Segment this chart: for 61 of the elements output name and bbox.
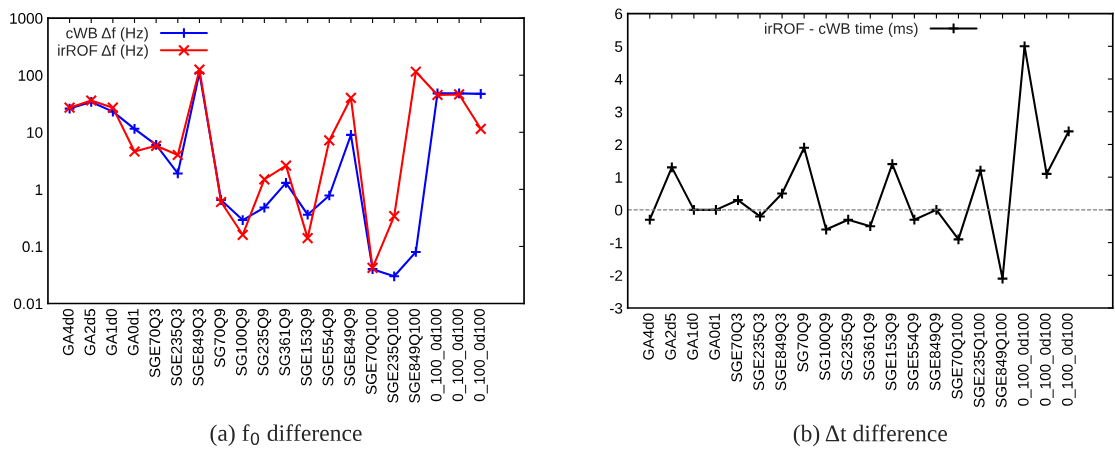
x-tick-label: SG70Q9 [797, 313, 811, 372]
text: (b) Δt difference [793, 424, 947, 447]
y-tick-label: 100 [18, 70, 43, 81]
y-tick-label: -3 [609, 302, 623, 314]
x-tick-label: SGE554Q9 [322, 309, 337, 386]
x-tick-label: SGE235Q3 [171, 309, 185, 386]
y-tick-label: 6 [615, 8, 623, 20]
x-tick-label: SGE70Q3 [149, 309, 163, 378]
x-tick-label: 0_100_0d100 [1061, 313, 1076, 406]
legend-label: cWB Δf (Hz) [66, 27, 148, 42]
x-tick-label: 0_100_0d100 [1017, 313, 1032, 406]
x-tick-label: 0_100_0d100 [1039, 313, 1054, 406]
x-tick-label: 0_100_0d100 [430, 308, 445, 402]
x-tick-label: SG361Q9 [863, 313, 878, 381]
x-tick-label: SGE153Q9 [300, 309, 315, 386]
x-tick-label: GA1d0 [686, 313, 698, 360]
x-tick-label: SGE70Q100 [365, 308, 380, 395]
x-tick-label: GA2d5 [664, 313, 676, 360]
x-tick-label: 0_100_0d100 [452, 308, 467, 402]
x-tick-label: SGE235Q100 [973, 313, 988, 408]
legend-label: irROF - cWB time (ms) [765, 22, 918, 37]
x-tick-label: SGE849Q100 [409, 308, 423, 403]
x-tick-label: GA4d0 [642, 313, 654, 360]
x-tick-label: SGE153Q9 [885, 313, 900, 391]
x-tick-label: SGE554Q9 [907, 313, 922, 391]
x-tick-label: SG361Q9 [279, 309, 293, 376]
x-tick-label: GA2d5 [84, 309, 96, 356]
x-tick-label: SGE235Q3 [753, 313, 767, 391]
x-tick-label: GA0d1 [708, 313, 721, 360]
x-tick-label: SGE849Q9 [344, 309, 358, 386]
x-tick-label: GA1d0 [105, 308, 117, 356]
x-tick-label: SG100Q9 [236, 309, 250, 376]
x-tick-label: SGE849Q3 [775, 313, 789, 391]
x-tick-label: SGE849Q9 [929, 313, 944, 391]
y-tick-label: 4 [614, 74, 623, 85]
x-tick-label: SG70Q9 [214, 309, 228, 368]
y-tick-label: -1 [609, 237, 623, 249]
y-tick-label: 3 [614, 106, 623, 118]
x-tick-label: SGE849Q3 [192, 309, 207, 386]
x-tick-label: GA4d0 [62, 308, 74, 356]
x-tick-label: SGE70Q100 [951, 313, 966, 399]
y-tick-label: 0.1 [22, 241, 43, 253]
y-tick-label: 1000 [10, 12, 43, 24]
y-tick-label: 2 [615, 139, 623, 150]
x-tick-label: SG235Q9 [841, 313, 856, 381]
x-tick-label: SGE235Q100 [387, 308, 402, 403]
y-tick-label: 1 [35, 184, 43, 195]
x-tick-label: SG235Q9 [257, 309, 272, 376]
text: (a) f$_{0}$ difference [210, 424, 362, 446]
x-tick-label: SGE70Q3 [731, 313, 745, 382]
y-tick-label: 0.01 [13, 298, 43, 310]
y-tick-label: 0 [614, 204, 623, 216]
y-tick-label: -2 [609, 270, 623, 281]
legend-label: irROF Δf (Hz) [58, 44, 148, 59]
x-tick-label: GA0d1 [127, 309, 139, 356]
x-tick-label: SGE849Q100 [995, 313, 1010, 408]
x-tick-label: 0_100_0d100 [473, 308, 488, 402]
y-tick-label: 10 [27, 127, 43, 138]
y-tick-label: 1 [615, 172, 623, 183]
x-tick-label: SG100Q9 [819, 313, 833, 381]
y-tick-label: 5 [615, 41, 623, 52]
